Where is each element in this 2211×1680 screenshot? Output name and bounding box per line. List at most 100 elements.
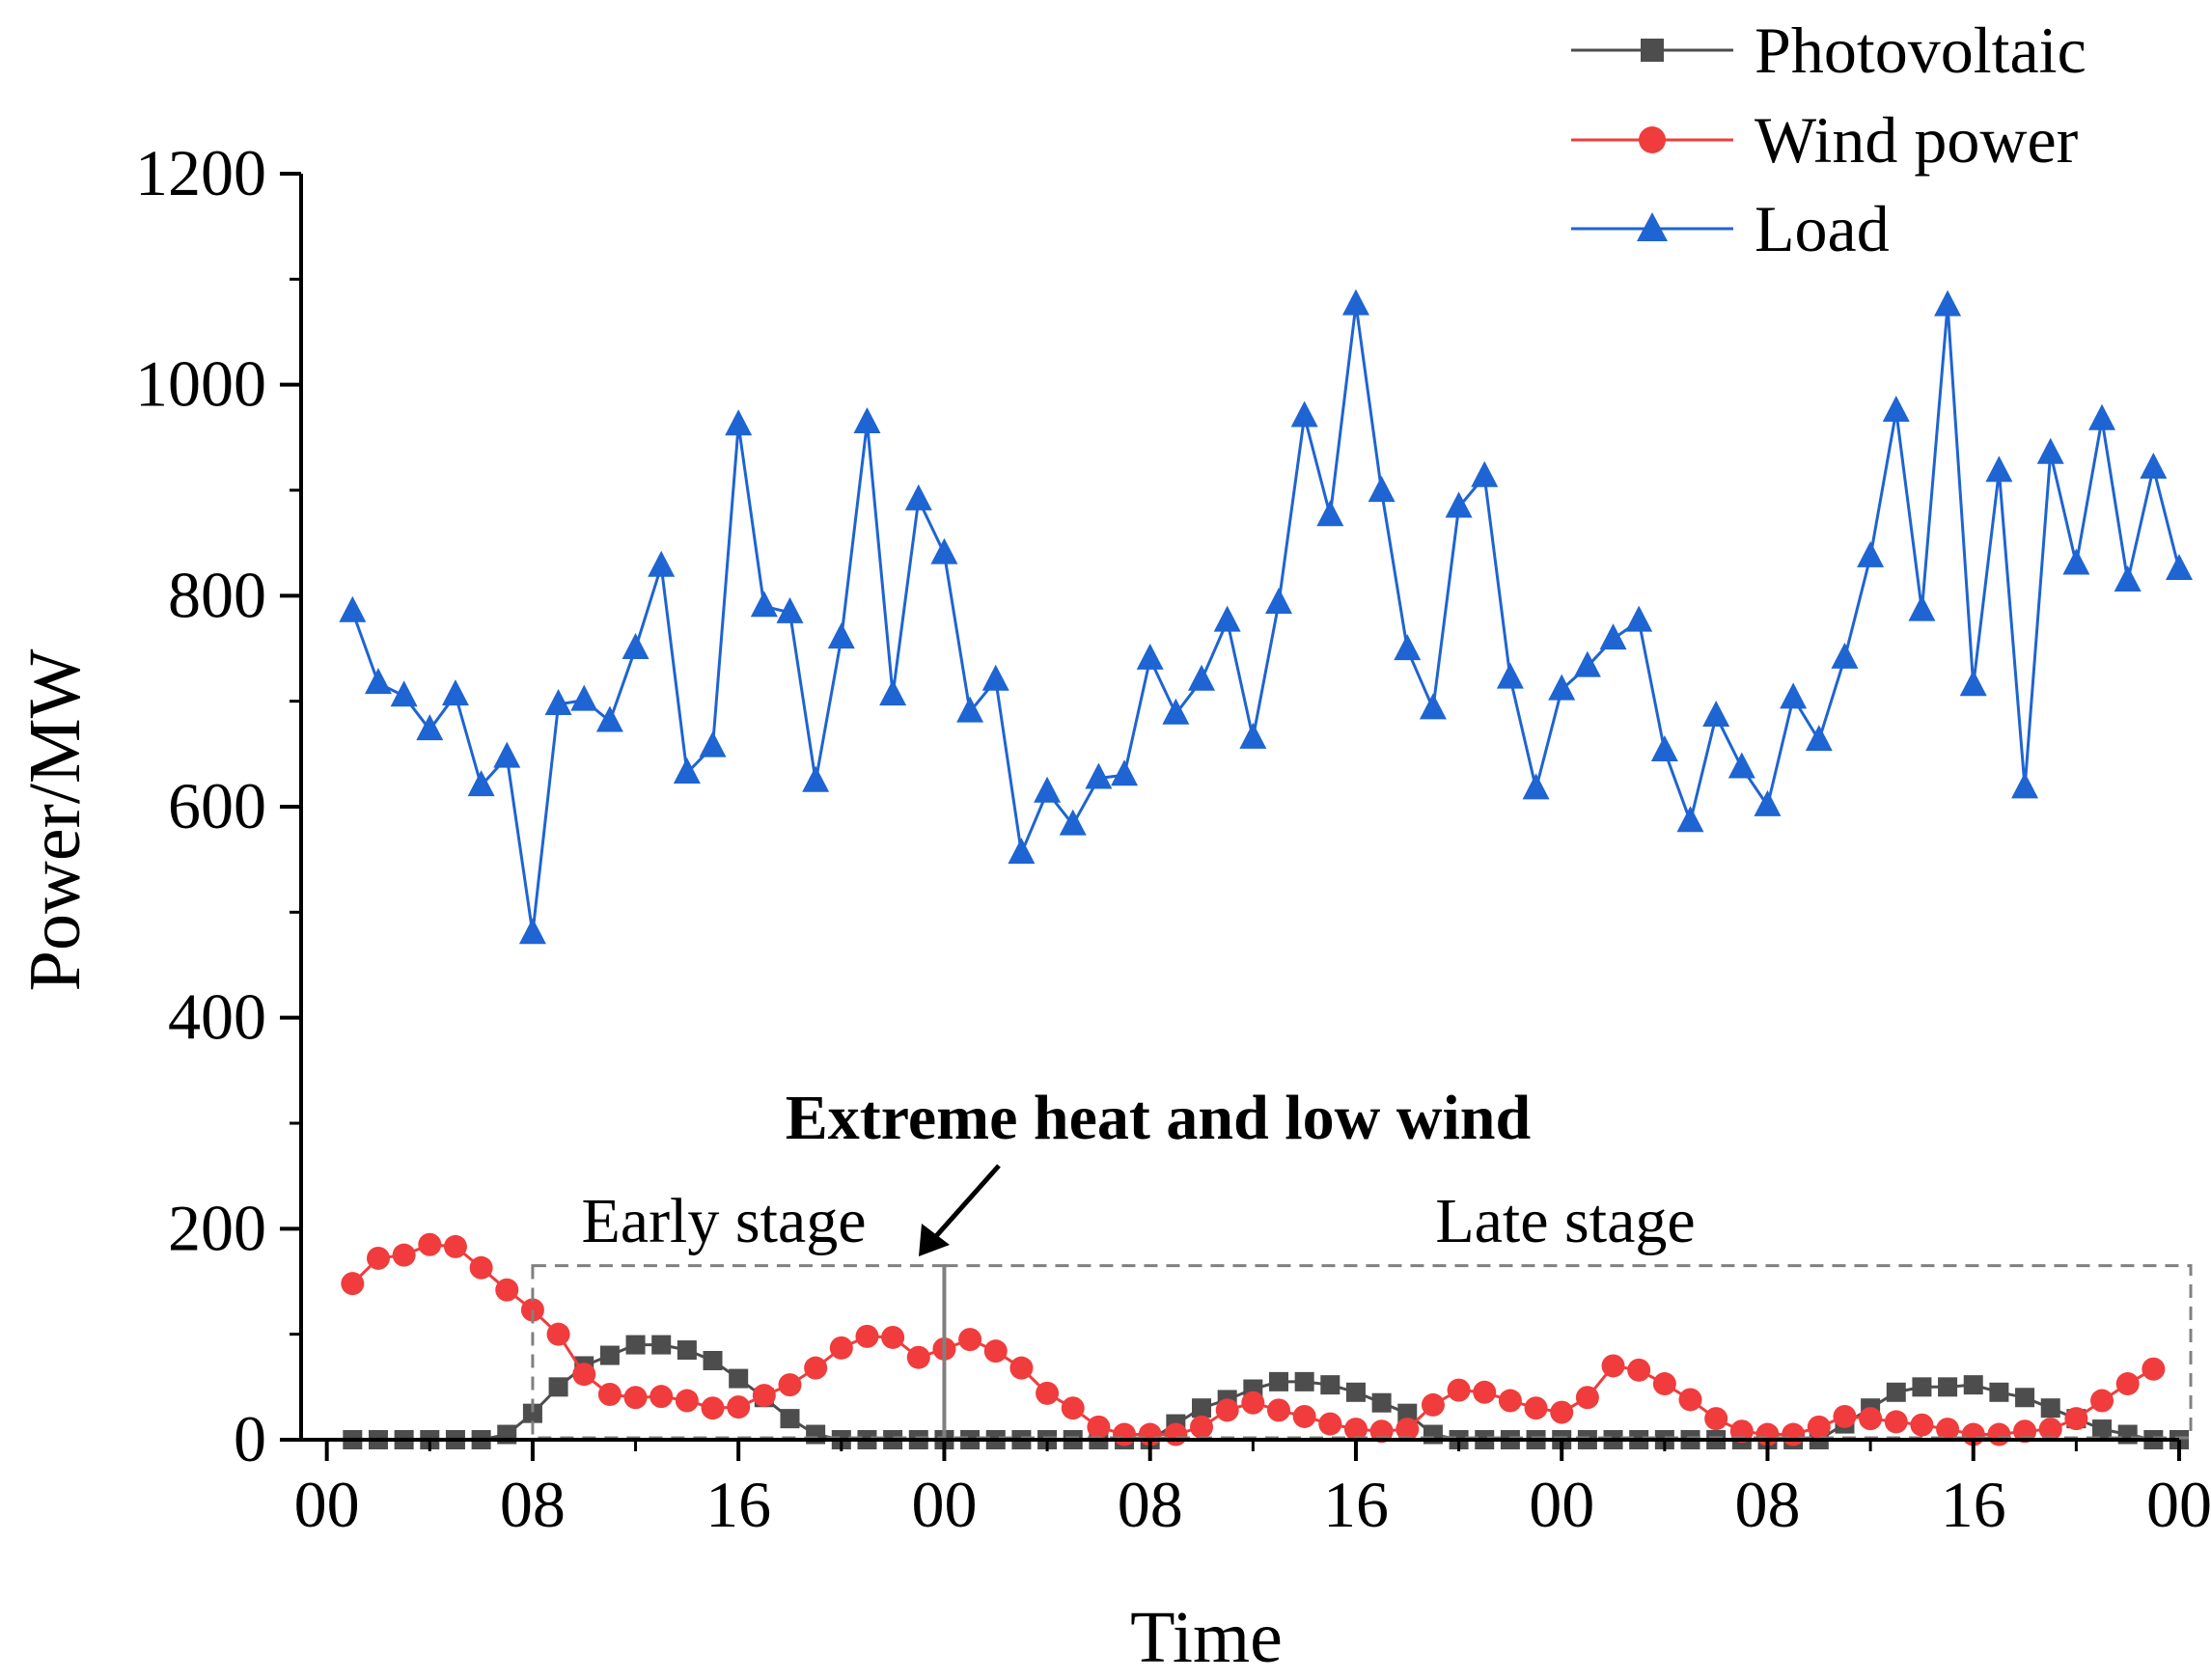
data-point-wind-power [1627,1358,1651,1382]
plot-series-layer [339,289,2193,1449]
data-point-load [1496,662,1524,689]
y-tick-label: 1000 [135,347,266,421]
data-point-load [2166,554,2193,580]
data-point-load [1316,500,1344,527]
data-point-load [1445,491,1473,518]
data-point-load [956,696,984,723]
x-axis-title: Time [1130,1597,1283,1678]
data-point-photovoltaic [1938,1377,1958,1397]
data-point-wind-power [1061,1396,1085,1420]
data-point-load [1727,752,1755,779]
data-point-wind-power [1164,1422,1188,1446]
data-point-load [493,741,521,768]
annotation-arrow [919,1164,1001,1256]
data-point-load [1188,664,1216,691]
data-point-load [2140,453,2168,480]
data-point-wind-power [392,1243,416,1267]
data-point-wind-power [1190,1415,1214,1439]
data-point-wind-power [829,1336,853,1360]
series-line-load [350,304,2181,934]
data-point-load [544,688,572,715]
data-point-wind-power [1447,1378,1471,1402]
data-point-photovoltaic [1371,1392,1392,1413]
data-point-load [2114,565,2142,592]
data-point-photovoltaic [1294,1371,1314,1391]
data-point-load [390,680,418,707]
data-point-wind-power [727,1395,751,1419]
data-point-load [1162,698,1190,725]
legend-marker-load [1637,212,1668,241]
data-point-load [1985,455,2013,482]
y-tick-label: 200 [168,1191,266,1264]
legend-item-load: Load [1571,192,1890,265]
data-point-load [1368,476,1396,503]
legend-marker-wind-power [1639,126,1666,153]
data-point-wind-power [675,1389,699,1413]
data-point-load [2088,403,2116,430]
data-point-wind-power [881,1325,905,1349]
data-point-wind-power [469,1255,493,1280]
x-tick-label: 00 [911,1468,977,1541]
x-tick-label: 00 [1529,1468,1594,1541]
data-point-wind-power [906,1345,930,1369]
data-point-photovoltaic [651,1335,672,1355]
legend-item-photovoltaic: Photovoltaic [1571,14,2087,87]
data-point-load [518,918,546,945]
data-point-wind-power [1782,1422,1806,1446]
data-point-photovoltaic [1963,1375,1983,1395]
data-point-load [467,770,495,797]
data-point-load [1959,670,1987,697]
x-tick-label: 08 [1734,1468,1800,1541]
data-point-wind-power [958,1328,982,1352]
data-point-photovoltaic [677,1340,697,1361]
data-point-load [1831,642,1859,669]
data-point-wind-power [1266,1398,1290,1422]
x-tick-label: 16 [705,1468,771,1541]
data-point-load [904,483,932,510]
data-point-load [725,409,753,436]
data-point-load [1934,289,1962,317]
data-point-load [1599,623,1627,650]
data-point-load [699,730,727,757]
data-point-wind-power [443,1234,467,1258]
legend-marker-photovoltaic [1641,39,1664,62]
data-point-photovoltaic [599,1345,620,1365]
legend-item-wind-power: Wind power [1571,103,2079,177]
data-point-load [750,591,778,618]
data-point-photovoltaic [1268,1371,1288,1391]
series-load [339,289,2193,945]
data-point-load [879,679,907,706]
data-point-wind-power [1215,1398,1239,1422]
data-point-load [364,668,392,695]
data-point-load [1754,789,1782,816]
data-point-load [1882,396,1910,422]
data-point-photovoltaic [2015,1388,2035,1408]
data-point-wind-power [752,1384,776,1408]
data-point-photovoltaic [780,1409,800,1429]
data-point-wind-power [546,1322,570,1346]
data-point-load [570,684,598,711]
data-point-wind-power [855,1324,879,1348]
x-tick-label: 08 [500,1468,566,1541]
data-point-load [1780,682,1808,709]
data-point-load [2011,772,2039,799]
legend-label-photovoltaic: Photovoltaic [1755,14,2087,87]
data-point-load [1908,594,1936,621]
data-point-load [827,622,855,649]
data-point-wind-power [983,1339,1008,1363]
late-stage-label: Late stage [1435,1186,1695,1256]
data-point-wind-power [1987,1422,2011,1446]
data-point-wind-power [2064,1407,2088,1431]
data-point-wind-power [1859,1407,1883,1431]
legend: Photovoltaic Wind power Load [1571,14,2087,265]
data-point-photovoltaic [1912,1377,1932,1397]
data-point-load [622,633,649,659]
data-point-wind-power [1292,1404,1316,1428]
data-point-load [1573,650,1601,677]
data-point-load [1239,722,1267,749]
data-point-load [802,765,830,792]
data-point-photovoltaic [1320,1375,1340,1395]
early-stage-label: Early stage [581,1186,866,1256]
data-point-load [2062,548,2090,575]
y-axis-title: Power/MW [14,648,96,991]
